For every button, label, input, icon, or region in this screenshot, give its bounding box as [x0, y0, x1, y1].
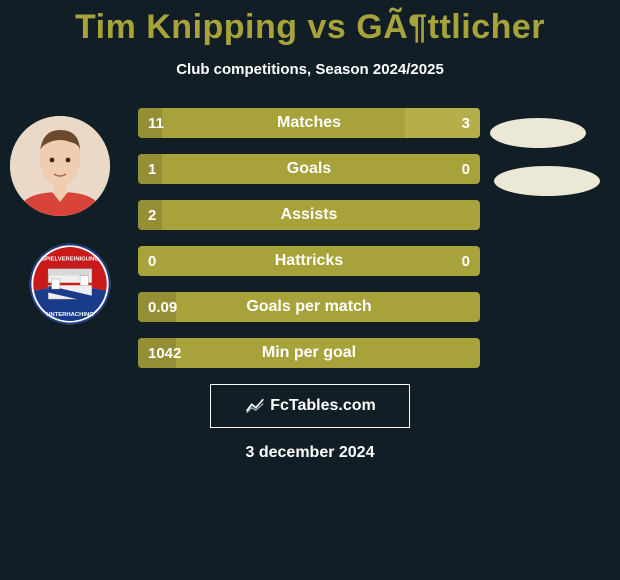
stat-label: Goals — [138, 154, 480, 184]
stat-row: 2Assists — [138, 200, 480, 230]
svg-text:SPIELVEREINIGUNG: SPIELVEREINIGUNG — [41, 256, 99, 262]
compare-marker — [490, 118, 586, 148]
svg-text:UNTERHACHING: UNTERHACHING — [46, 312, 94, 318]
page-subtitle: Club competitions, Season 2024/2025 — [0, 61, 620, 78]
stat-label: Assists — [138, 200, 480, 230]
attribution-text: FcTables.com — [270, 397, 376, 415]
stat-row: 10Goals — [138, 154, 480, 184]
stat-row: 00Hattricks — [138, 246, 480, 276]
page-title: Tim Knipping vs GÃ¶ttlicher — [0, 0, 620, 47]
stat-row: 1042Min per goal — [138, 338, 480, 368]
stat-label: Hattricks — [138, 246, 480, 276]
comparison-content: SPIELVEREINIGUNG UNTERHACHING 113Matches… — [0, 108, 620, 368]
generated-date: 3 december 2024 — [0, 444, 620, 462]
stat-label: Matches — [138, 108, 480, 138]
stat-row: 0.09Goals per match — [138, 292, 480, 322]
compare-marker — [494, 166, 600, 196]
stat-label: Goals per match — [138, 292, 480, 322]
attribution-box: FcTables.com — [210, 384, 410, 428]
stat-label: Min per goal — [138, 338, 480, 368]
chart-icon — [244, 395, 266, 417]
club-badge: SPIELVEREINIGUNG UNTERHACHING — [28, 242, 112, 326]
stat-bars: 113Matches 10Goals 2Assists 00Hattricks 0.09… — [138, 108, 480, 368]
stat-row: 113Matches — [138, 108, 480, 138]
player-left-avatar — [10, 116, 110, 216]
